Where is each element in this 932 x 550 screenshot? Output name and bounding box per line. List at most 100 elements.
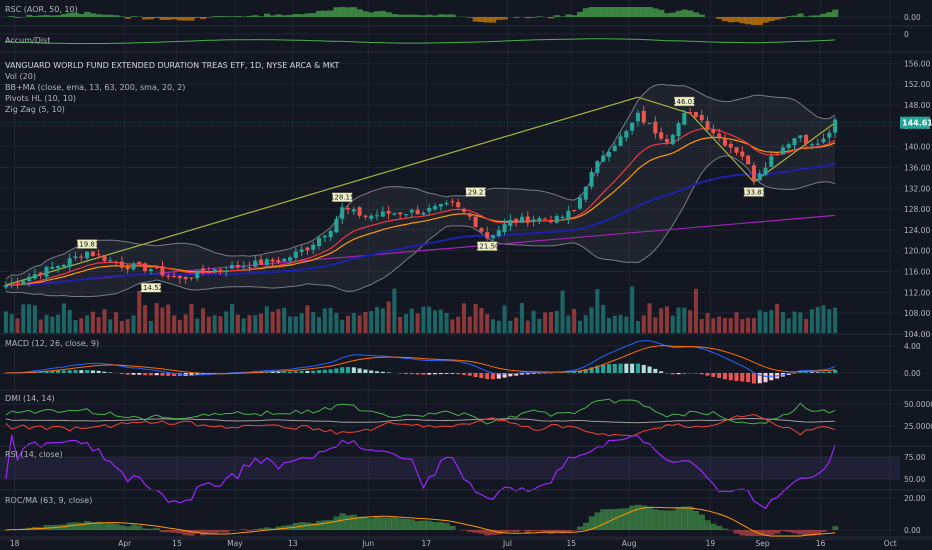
candle xyxy=(746,155,751,165)
candle-body xyxy=(270,259,275,262)
rsc-bar xyxy=(716,17,723,19)
volume-bar xyxy=(224,311,229,333)
candle xyxy=(427,204,432,215)
rsc-bar xyxy=(820,13,827,17)
rsc-bar xyxy=(217,16,224,17)
volume-bar xyxy=(264,306,269,333)
volume-bar xyxy=(148,320,153,333)
candle xyxy=(693,111,698,119)
candle xyxy=(253,255,258,268)
volume-bar xyxy=(403,314,409,333)
candle-body xyxy=(67,258,72,267)
volume-bar xyxy=(461,303,467,333)
candle xyxy=(479,226,484,234)
macd-histogram-bar xyxy=(108,372,113,373)
volume-bar xyxy=(259,313,264,333)
candle xyxy=(369,213,374,222)
volume-bar xyxy=(537,318,542,333)
rsc-bar xyxy=(733,17,740,22)
pivot-flag-box xyxy=(331,192,353,202)
roc-bar xyxy=(704,520,711,530)
candle-body xyxy=(734,147,739,153)
roc-bar xyxy=(437,522,444,530)
candle-body xyxy=(531,219,536,222)
candle-body xyxy=(340,207,345,219)
macd-signal-line xyxy=(5,345,836,375)
roc-bar xyxy=(600,509,607,530)
candle xyxy=(154,267,159,270)
candle xyxy=(757,169,762,182)
candle-body xyxy=(96,254,101,256)
volume-bar xyxy=(728,317,733,333)
roc-bar xyxy=(623,508,630,530)
roc-bar xyxy=(275,526,282,530)
x-tick-label: Jul xyxy=(502,539,512,548)
macd-histogram-bar xyxy=(403,373,409,375)
candle xyxy=(792,138,797,151)
roc-bar xyxy=(188,530,195,536)
candle-body xyxy=(514,218,519,223)
roc-bar xyxy=(182,530,189,536)
volume-bar xyxy=(218,316,223,333)
rsi-line xyxy=(5,434,836,510)
rsc-bar xyxy=(658,9,665,17)
roc-bar xyxy=(687,506,694,530)
volume-bar xyxy=(386,301,391,333)
rsc-bar xyxy=(420,15,427,17)
volume-bar xyxy=(172,315,177,333)
roc-bar xyxy=(78,522,85,530)
x-tick-label: Aug xyxy=(622,539,637,548)
roc-bar xyxy=(403,518,410,530)
candle xyxy=(798,135,803,142)
volume-bar xyxy=(21,304,26,333)
pivot-flag: 146.03 xyxy=(672,96,697,107)
rsc-bar xyxy=(553,15,560,17)
candle-body xyxy=(647,123,652,125)
roc-bar xyxy=(107,523,114,530)
volume-bar xyxy=(485,313,490,333)
rsc-bar xyxy=(165,17,172,20)
rsc-title: RSC (AOR, 50, 10) xyxy=(5,5,78,14)
candle-body xyxy=(328,231,333,238)
candle xyxy=(763,162,768,177)
volume-bar xyxy=(438,309,443,333)
volume-bar xyxy=(717,316,722,333)
rsc-bar xyxy=(258,16,265,17)
candle xyxy=(398,212,403,219)
roc-bar xyxy=(408,519,416,530)
macd-histogram-bar xyxy=(647,366,652,373)
rsc-bar xyxy=(814,15,821,17)
rsc-y-tick: 0.00 xyxy=(904,13,921,22)
volume-bar xyxy=(409,308,414,333)
volume-bar xyxy=(392,288,397,333)
candle-body xyxy=(479,228,484,232)
rsc-bar xyxy=(611,7,618,17)
candle xyxy=(345,205,351,215)
macd-histogram-bar xyxy=(705,373,710,376)
candle xyxy=(589,168,594,190)
rsc-bar xyxy=(263,13,271,17)
candle xyxy=(9,277,14,289)
candle-body xyxy=(572,209,577,211)
macd-histogram-bar xyxy=(363,369,368,373)
macd-histogram-bar xyxy=(299,370,304,373)
roc-bar xyxy=(304,522,311,530)
candle-body xyxy=(334,218,339,233)
candle xyxy=(201,264,206,276)
x-tick-label: 18 xyxy=(10,539,20,548)
macd-histogram-bar xyxy=(398,373,403,374)
main-y-tick: 140.00 xyxy=(904,143,930,152)
candle xyxy=(177,275,182,284)
roc-bar xyxy=(211,530,218,534)
candle xyxy=(276,256,281,265)
rsc-bar xyxy=(345,7,352,17)
roc-bar xyxy=(553,530,560,533)
ema-63-line xyxy=(5,162,836,287)
roc-bar xyxy=(124,526,131,530)
candle-body xyxy=(108,260,113,262)
candle-body xyxy=(624,131,629,138)
pivot-flags: 119.81 128.15 129.27 121.50 146.03 133.83 114.… xyxy=(75,96,766,293)
volume-bar xyxy=(340,319,345,333)
candle-body xyxy=(415,209,420,215)
volume-bar xyxy=(490,319,496,333)
